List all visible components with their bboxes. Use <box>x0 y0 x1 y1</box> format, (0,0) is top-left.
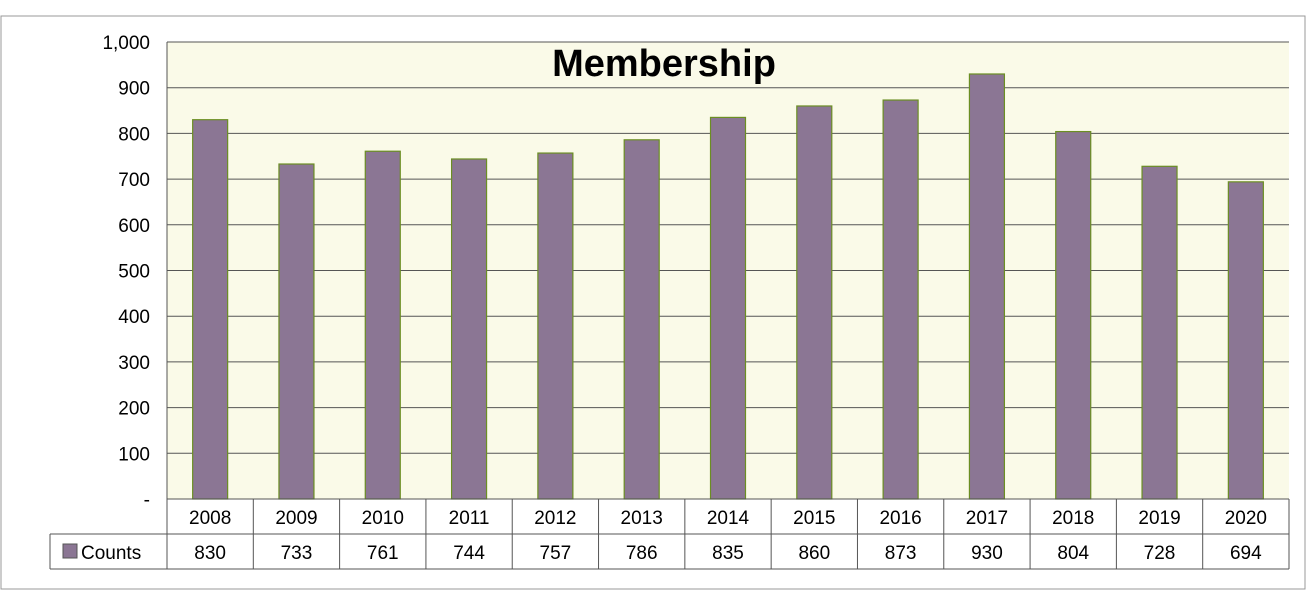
x-category-label: 2012 <box>534 508 576 529</box>
data-table-value: 757 <box>540 543 572 564</box>
x-category-label: 2015 <box>793 508 835 529</box>
x-category-label: 2009 <box>275 508 317 529</box>
y-tick-label: 300 <box>118 353 150 374</box>
x-category-label: 2018 <box>1052 508 1094 529</box>
bar <box>1227 181 1264 500</box>
data-table-value: 694 <box>1230 543 1262 564</box>
x-category-label: 2010 <box>362 508 404 529</box>
data-table: 2008 2009 2010 2011 2012 2013 2014 2015 2016 2017… <box>49 498 1290 570</box>
y-axis-tick-labels: - 100 200 300 400 500 600 700 800 900 1,000 <box>102 33 150 511</box>
y-tick-label: 900 <box>118 79 150 100</box>
x-category-label: 2013 <box>621 508 663 529</box>
x-category-label: 2008 <box>189 508 231 529</box>
x-category-label: 2014 <box>707 508 750 529</box>
bar <box>882 99 919 500</box>
bar <box>709 116 747 500</box>
chart-title: Membership <box>552 43 776 85</box>
bar <box>537 152 574 500</box>
y-tick-label: 1,000 <box>102 33 150 54</box>
x-category-label: 2017 <box>966 508 1008 529</box>
bar <box>278 163 315 500</box>
y-tick-label: 100 <box>118 444 150 465</box>
x-category-label: 2019 <box>1138 508 1180 529</box>
legend-key <box>62 543 78 559</box>
data-table-value: 804 <box>1057 543 1089 564</box>
bar <box>1141 165 1178 500</box>
y-tick-label: 700 <box>118 170 150 191</box>
bar <box>968 73 1006 500</box>
bar <box>623 139 660 500</box>
y-tick-label: 600 <box>118 216 150 237</box>
data-table-value: 786 <box>626 543 658 564</box>
bars <box>192 73 1264 500</box>
data-table-value: 728 <box>1144 543 1176 564</box>
data-table-value: 835 <box>712 543 744 564</box>
x-category-label: 2011 <box>449 508 490 529</box>
data-table-value: 761 <box>367 543 399 564</box>
y-tick-label: 800 <box>118 124 150 145</box>
y-tick-label: 200 <box>118 399 150 420</box>
data-table-value: 830 <box>194 543 226 564</box>
data-table-value: 733 <box>281 543 313 564</box>
bar <box>1055 130 1092 500</box>
data-table-value: 744 <box>453 543 485 564</box>
bar <box>192 119 229 500</box>
bar <box>796 105 833 500</box>
y-tick-label: 500 <box>118 262 150 283</box>
bar <box>450 158 488 500</box>
data-table-value: 873 <box>885 543 917 564</box>
y-tick-label: 400 <box>118 307 150 328</box>
y-tick-label: - <box>144 490 150 511</box>
data-table-value: 930 <box>971 543 1003 564</box>
x-category-label: 2016 <box>879 508 921 529</box>
bar <box>364 150 401 500</box>
x-category-label: 2020 <box>1225 508 1267 529</box>
legend-series-label: Counts <box>81 543 141 564</box>
data-table-value: 860 <box>798 543 830 564</box>
